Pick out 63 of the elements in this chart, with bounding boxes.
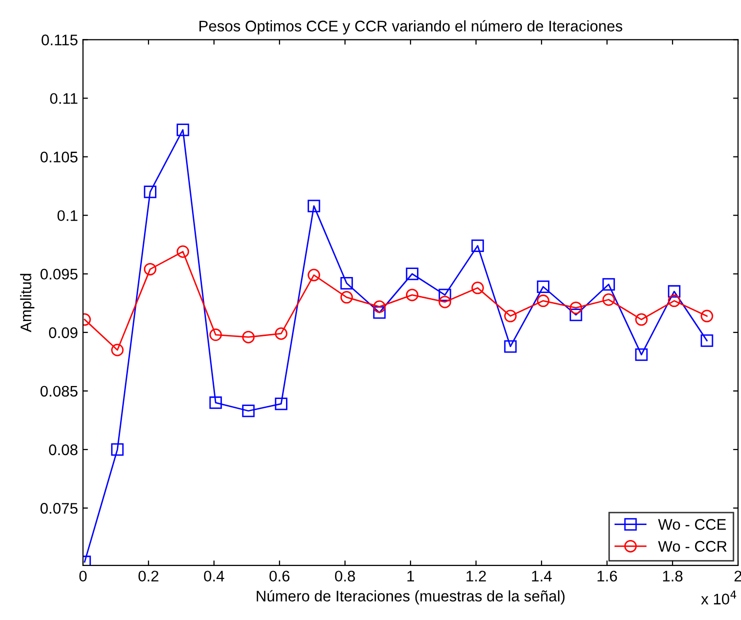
point bbox=[635, 348, 648, 361]
point bbox=[700, 310, 714, 322]
x-tick-label: 1 bbox=[407, 570, 414, 582]
point bbox=[570, 308, 582, 322]
point bbox=[504, 310, 517, 322]
point bbox=[176, 124, 190, 136]
chart-title: Pesos Optimos CCE y CCR variando el número de Iteraciones bbox=[199, 20, 622, 35]
point bbox=[504, 340, 517, 353]
point bbox=[209, 328, 222, 342]
point bbox=[536, 280, 550, 293]
legend-label: Wo - CCE bbox=[658, 519, 726, 530]
point bbox=[144, 186, 156, 198]
point bbox=[438, 296, 452, 308]
point bbox=[668, 285, 680, 298]
y-tick-label: 0.08 bbox=[48, 444, 78, 456]
y-tick-label: 0.085 bbox=[40, 386, 78, 397]
point bbox=[242, 330, 255, 344]
point bbox=[471, 282, 484, 294]
point bbox=[668, 294, 680, 308]
x-tick-label: 1.6 bbox=[598, 570, 617, 582]
point bbox=[209, 396, 222, 409]
point bbox=[602, 293, 615, 306]
point bbox=[438, 288, 452, 302]
legend-label: Wo - CCR bbox=[658, 540, 727, 552]
point bbox=[406, 268, 418, 280]
point bbox=[274, 398, 288, 410]
point bbox=[406, 288, 418, 302]
point bbox=[308, 200, 320, 212]
point bbox=[308, 268, 320, 282]
point bbox=[111, 344, 124, 356]
y-axis-title: Amplitud bbox=[20, 274, 34, 332]
text: x 10$^{4}$ bbox=[701, 590, 736, 604]
point bbox=[536, 294, 550, 308]
point bbox=[144, 262, 156, 276]
point bbox=[570, 302, 582, 314]
point bbox=[274, 327, 288, 340]
point bbox=[176, 245, 190, 258]
y-tick-label: 0.1 bbox=[57, 210, 78, 222]
point bbox=[373, 300, 386, 313]
x-tick-label: 0.2 bbox=[138, 570, 158, 582]
y-tick-label: 0.095 bbox=[40, 268, 78, 280]
x-tick-label: 0 bbox=[79, 570, 87, 582]
y-tick-label: 0.105 bbox=[40, 152, 78, 162]
point bbox=[242, 404, 255, 418]
point bbox=[111, 443, 124, 456]
y-tick-label: 0.115 bbox=[42, 34, 78, 46]
x-tick-label: 0.8 bbox=[334, 570, 355, 582]
y-tick-label: 0.09 bbox=[48, 327, 78, 338]
point bbox=[471, 240, 484, 252]
y-tick-label: 0.075 bbox=[40, 502, 78, 514]
y-tick-label: 0.11 bbox=[50, 93, 78, 104]
point bbox=[635, 313, 648, 326]
x-axis-title: Número de Iteraciones (muestras de la señal) bbox=[256, 590, 565, 605]
x-tick-label: 1.2 bbox=[466, 570, 486, 582]
x-tick-label: 0.4 bbox=[204, 570, 224, 582]
point bbox=[340, 276, 353, 290]
point bbox=[602, 278, 615, 291]
point bbox=[373, 306, 386, 319]
x-tick-label: 0.6 bbox=[269, 570, 290, 582]
point bbox=[340, 291, 353, 304]
x-tick-label: 1.8 bbox=[663, 570, 682, 582]
point bbox=[700, 334, 714, 347]
x-tick-label: 1.4 bbox=[532, 570, 552, 582]
